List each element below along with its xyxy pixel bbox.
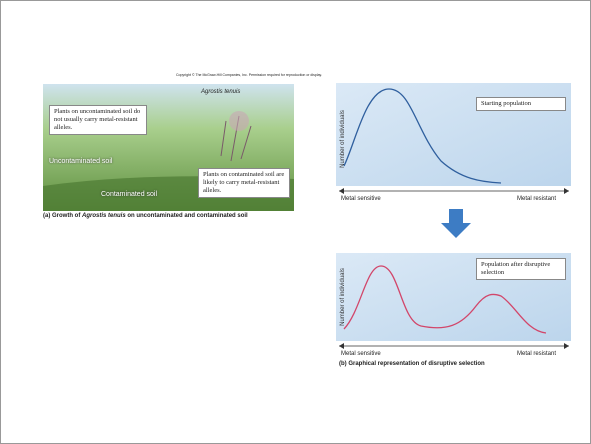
graph-title: Starting population: [476, 97, 566, 111]
caption: (a) Growth of Agrostis tenuis on unconta…: [43, 213, 298, 219]
label-box: Plants on uncontaminated soil do not usu…: [49, 105, 147, 135]
caption: (b) Graphical representation of disrupti…: [339, 361, 485, 367]
soil-label: Contaminated soil: [101, 191, 157, 198]
down-arrow: [441, 209, 471, 238]
graph-title: Population after disruptive selection: [476, 258, 566, 280]
caption-species: Agrostis tenuis: [82, 213, 126, 219]
y-label: Number of individuals: [340, 268, 346, 326]
caption-text: on uncontaminated and contaminated soil: [126, 213, 248, 219]
copyright: Copyright © The McGraw-Hill Companies, I…: [176, 73, 322, 77]
caption-text: (a) Growth of: [43, 213, 82, 219]
figure-art: Number of individuals Number of individu…: [1, 1, 590, 443]
species-label: Agrostis tenuis: [201, 89, 240, 95]
soil-label: Uncontaminated soil: [49, 158, 112, 165]
x-right-label: Metal resistant: [517, 196, 556, 202]
x-left-label: Metal sensitive: [341, 351, 381, 357]
x-right-label: Metal resistant: [517, 351, 556, 357]
x-left-label: Metal sensitive: [341, 196, 381, 202]
label-box: Plants on contaminated soil are likely t…: [198, 168, 290, 198]
slide: Number of individuals Number of individu…: [0, 0, 591, 444]
plant-flowers: [229, 111, 249, 131]
y-label: Number of individuals: [340, 110, 346, 168]
